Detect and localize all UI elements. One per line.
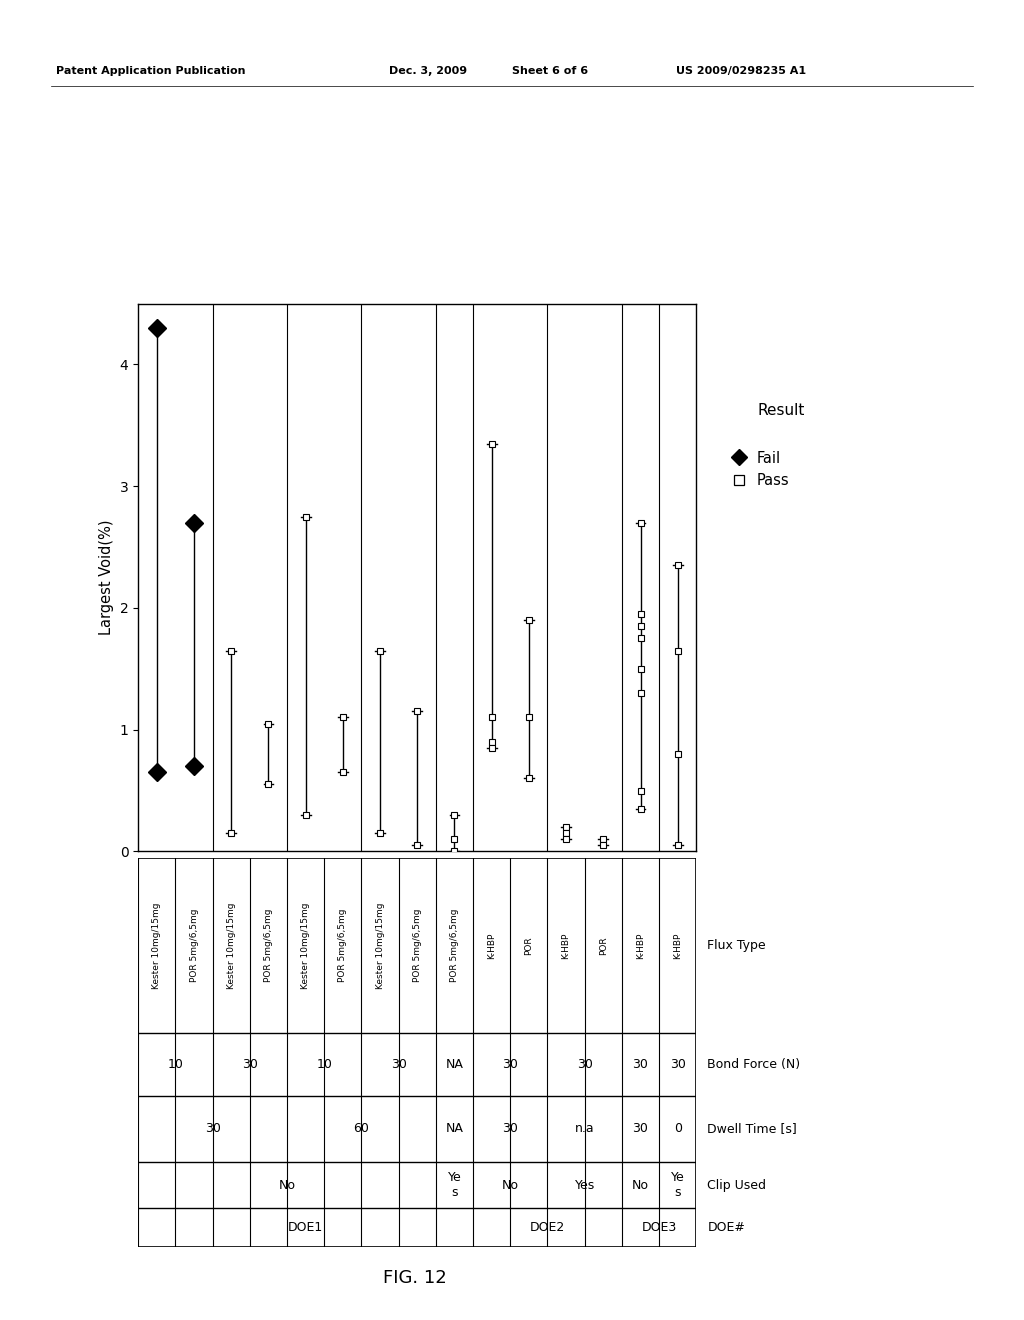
Text: DOE3: DOE3 (641, 1221, 677, 1234)
Text: No: No (502, 1179, 519, 1192)
Text: DOE2: DOE2 (529, 1221, 565, 1234)
Text: 30: 30 (205, 1122, 220, 1135)
Text: POR 5mg/6,5mg: POR 5mg/6,5mg (338, 909, 347, 982)
Text: 60: 60 (353, 1122, 370, 1135)
Text: NA: NA (445, 1122, 464, 1135)
Text: POR 5mg/6,5mg: POR 5mg/6,5mg (264, 909, 273, 982)
Text: Result: Result (758, 404, 805, 418)
Text: Kester 10mg/15mg: Kester 10mg/15mg (301, 903, 310, 989)
Text: 30: 30 (577, 1057, 593, 1071)
Legend: Fail, Pass: Fail, Pass (724, 445, 795, 494)
Text: 0: 0 (674, 1122, 682, 1135)
Text: Kester 10mg/15mg: Kester 10mg/15mg (376, 903, 385, 989)
Text: 10: 10 (316, 1057, 332, 1071)
Text: No: No (632, 1179, 649, 1192)
Text: 30: 30 (503, 1057, 518, 1071)
Text: DOE1: DOE1 (288, 1221, 324, 1234)
Text: POR: POR (599, 936, 608, 954)
Text: POR 5mg/6,5mg: POR 5mg/6,5mg (413, 909, 422, 982)
Text: Kester 10mg/15mg: Kester 10mg/15mg (226, 903, 236, 989)
Text: K-HBP: K-HBP (636, 932, 645, 958)
Text: FIG. 12: FIG. 12 (383, 1269, 446, 1287)
Text: POR 5mg/6,5mg: POR 5mg/6,5mg (189, 909, 199, 982)
Text: Clip Used: Clip Used (708, 1179, 767, 1192)
Text: Sheet 6 of 6: Sheet 6 of 6 (512, 66, 588, 77)
Text: 30: 30 (391, 1057, 407, 1071)
Text: No: No (279, 1179, 296, 1192)
Text: Ye
s: Ye s (671, 1171, 685, 1199)
Y-axis label: Largest Void(%): Largest Void(%) (99, 520, 114, 635)
Text: Dec. 3, 2009: Dec. 3, 2009 (389, 66, 467, 77)
Text: n.a: n.a (574, 1122, 595, 1135)
Text: POR 5mg/6,5mg: POR 5mg/6,5mg (450, 909, 459, 982)
Text: 30: 30 (670, 1057, 686, 1071)
Text: Flux Type: Flux Type (708, 939, 766, 952)
Text: 10: 10 (168, 1057, 183, 1071)
Text: POR: POR (524, 936, 534, 954)
Text: US 2009/0298235 A1: US 2009/0298235 A1 (676, 66, 806, 77)
Text: Patent Application Publication: Patent Application Publication (56, 66, 246, 77)
Text: K-HBP: K-HBP (673, 932, 682, 958)
Text: Dwell Time [s]: Dwell Time [s] (708, 1122, 798, 1135)
Text: Bond Force (N): Bond Force (N) (708, 1057, 801, 1071)
Text: Kester 10mg/15mg: Kester 10mg/15mg (153, 903, 162, 989)
Text: 30: 30 (242, 1057, 258, 1071)
Text: NA: NA (445, 1057, 464, 1071)
Text: Ye
s: Ye s (447, 1171, 462, 1199)
Text: K-HBP: K-HBP (487, 932, 497, 958)
Text: DOE#: DOE# (708, 1221, 745, 1234)
Text: 30: 30 (633, 1122, 648, 1135)
Text: Yes: Yes (574, 1179, 595, 1192)
Text: 30: 30 (503, 1122, 518, 1135)
Text: 30: 30 (633, 1057, 648, 1071)
Text: K-HBP: K-HBP (561, 932, 570, 958)
